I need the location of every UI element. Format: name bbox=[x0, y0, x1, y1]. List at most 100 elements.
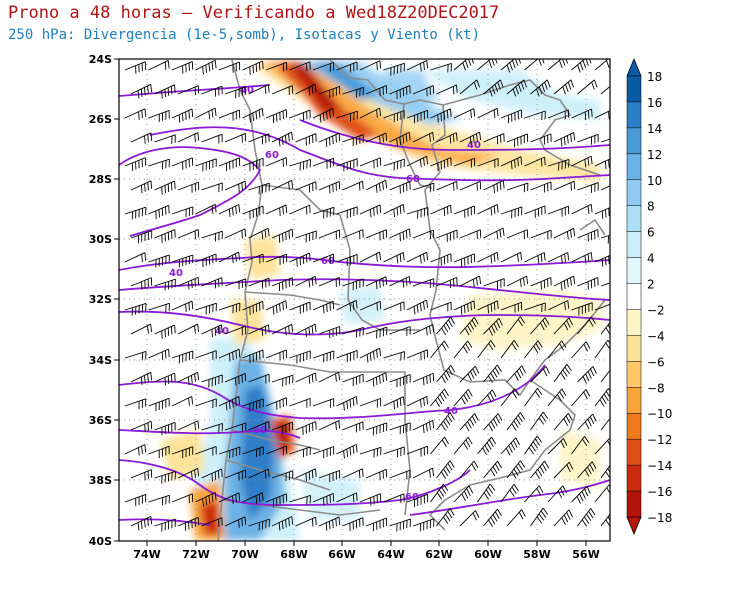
wind-barb-flag bbox=[540, 158, 543, 167]
wind-barb-flag bbox=[423, 253, 425, 262]
wind-barb-flag bbox=[211, 493, 214, 502]
wind-barb-flag bbox=[211, 61, 214, 70]
wind-barb-flag bbox=[450, 205, 452, 214]
colorbar-top-arrow bbox=[626, 57, 642, 77]
wind-barb-flag bbox=[167, 183, 170, 192]
lat-label: 38S bbox=[89, 474, 112, 487]
wind-barb-flag bbox=[264, 470, 267, 479]
wind-barb-flag bbox=[488, 60, 493, 69]
wind-barb-flag bbox=[489, 483, 496, 491]
wind-barb-flag bbox=[612, 367, 616, 374]
wind-barb-flag bbox=[593, 79, 598, 88]
wind-barb-flag bbox=[143, 375, 146, 384]
wind-barb-flag bbox=[494, 84, 499, 93]
wind-barb-flag bbox=[214, 471, 217, 480]
wind-barb-flag bbox=[440, 486, 447, 494]
colorbar-segment bbox=[626, 490, 642, 518]
wind-barb-flag bbox=[282, 302, 284, 311]
wind-barb-flag bbox=[586, 513, 592, 521]
wind-barb-flag bbox=[449, 135, 452, 144]
wind-barb-flag bbox=[493, 184, 496, 194]
wind-barb-flag bbox=[346, 448, 349, 457]
wind-barb-flag bbox=[589, 59, 592, 64]
wind-barb-flag bbox=[376, 206, 378, 215]
wind-barb-flag bbox=[605, 257, 607, 266]
wind-barb-flag bbox=[514, 388, 520, 396]
wind-barb-flag bbox=[467, 303, 469, 312]
wind-barb-flag bbox=[577, 64, 581, 73]
wind-barb-flag bbox=[258, 62, 261, 71]
wind-barb-flag bbox=[567, 81, 572, 90]
wind-barb-flag bbox=[528, 447, 534, 455]
wind-barb-flag bbox=[278, 522, 281, 531]
wind-barb-flag bbox=[486, 442, 492, 450]
wind-barb-flag bbox=[532, 441, 539, 449]
wind-barb-flag bbox=[615, 184, 616, 192]
wind-barb-flag bbox=[194, 373, 196, 382]
wind-barb-flag bbox=[315, 468, 317, 477]
wind-barb-flag bbox=[471, 415, 477, 424]
wind-barb-flag bbox=[542, 59, 545, 64]
wind-barb-flag bbox=[563, 280, 566, 289]
wind-barb-flag bbox=[608, 159, 610, 168]
wind-barb-flag bbox=[214, 204, 217, 213]
wind-barb-flag bbox=[214, 60, 217, 69]
wind-barb-flag bbox=[614, 509, 618, 516]
wind-barb-flag bbox=[563, 136, 566, 146]
wind-barb-flag bbox=[137, 522, 140, 531]
isotach-label: 40 bbox=[169, 268, 183, 279]
wind-barb-flag bbox=[194, 422, 196, 431]
wind-barb-flag bbox=[399, 398, 402, 407]
wind-barb-flag bbox=[429, 133, 431, 142]
wind-barb-flag bbox=[264, 326, 267, 335]
wind-barb-flag bbox=[187, 376, 190, 385]
wind-barb-flag bbox=[493, 253, 496, 262]
wind-barb-flag bbox=[174, 325, 176, 334]
wind-barb-flag bbox=[291, 516, 294, 525]
isotach-label: 40 bbox=[240, 85, 254, 96]
wind-barb-flag bbox=[416, 304, 419, 313]
wind-barb-flag bbox=[490, 421, 496, 429]
wind-barb-flag bbox=[584, 488, 589, 497]
wind-barb-flag bbox=[141, 254, 143, 263]
wind-barb-flag bbox=[518, 511, 524, 520]
wind-barb-flag bbox=[467, 389, 473, 397]
wind-barb-flag bbox=[405, 277, 408, 286]
wind-barb-flag bbox=[492, 389, 497, 398]
wind-barb-flag bbox=[612, 319, 616, 326]
wind-barb-flag bbox=[440, 113, 442, 122]
wind-barb-flag bbox=[413, 306, 416, 315]
wind-barb-flag bbox=[515, 417, 521, 425]
wind-barb-flag bbox=[346, 401, 349, 410]
wind-barb-flag bbox=[281, 521, 284, 530]
wind-barb-flag bbox=[311, 85, 314, 94]
wind-barb-flag bbox=[566, 279, 569, 288]
wind-barb-flag bbox=[221, 468, 223, 478]
wind-barb-flag bbox=[568, 509, 573, 518]
wind-barb-flag bbox=[356, 492, 358, 501]
wind-barb-flag bbox=[461, 397, 466, 405]
wind-barb-flag bbox=[191, 396, 194, 405]
wind-barb-flag bbox=[469, 371, 475, 379]
wind-barb-flag bbox=[582, 60, 587, 69]
divergence-shading bbox=[160, 62, 605, 540]
wind-barb-flag bbox=[475, 510, 480, 518]
wind-barb-flag bbox=[514, 159, 516, 168]
wind-barb-flag bbox=[164, 185, 166, 194]
wind-barb-flag bbox=[423, 157, 425, 166]
wind-barb-flag bbox=[170, 374, 173, 383]
wind-barb-flag bbox=[168, 349, 170, 358]
colorbar-segment bbox=[626, 309, 642, 336]
wind-barb-flag bbox=[508, 445, 513, 453]
wind-barb-flag bbox=[147, 85, 149, 94]
wind-barb-flag bbox=[496, 204, 499, 213]
wind-barb-flag bbox=[493, 302, 496, 311]
wind-barb-flag bbox=[185, 111, 187, 120]
wind-barb-flag bbox=[188, 110, 190, 119]
wind-barb-flag bbox=[471, 319, 477, 328]
wind-barb-flag bbox=[533, 345, 539, 354]
wind-barb-flag bbox=[493, 109, 496, 118]
wind-barb-flag bbox=[445, 417, 451, 426]
wind-barb-flag bbox=[396, 138, 398, 147]
